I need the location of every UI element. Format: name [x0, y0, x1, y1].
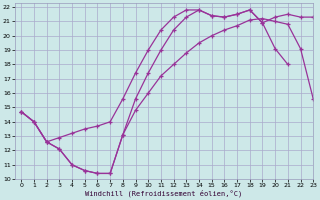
X-axis label: Windchill (Refroidissement éolien,°C): Windchill (Refroidissement éolien,°C): [85, 190, 243, 197]
